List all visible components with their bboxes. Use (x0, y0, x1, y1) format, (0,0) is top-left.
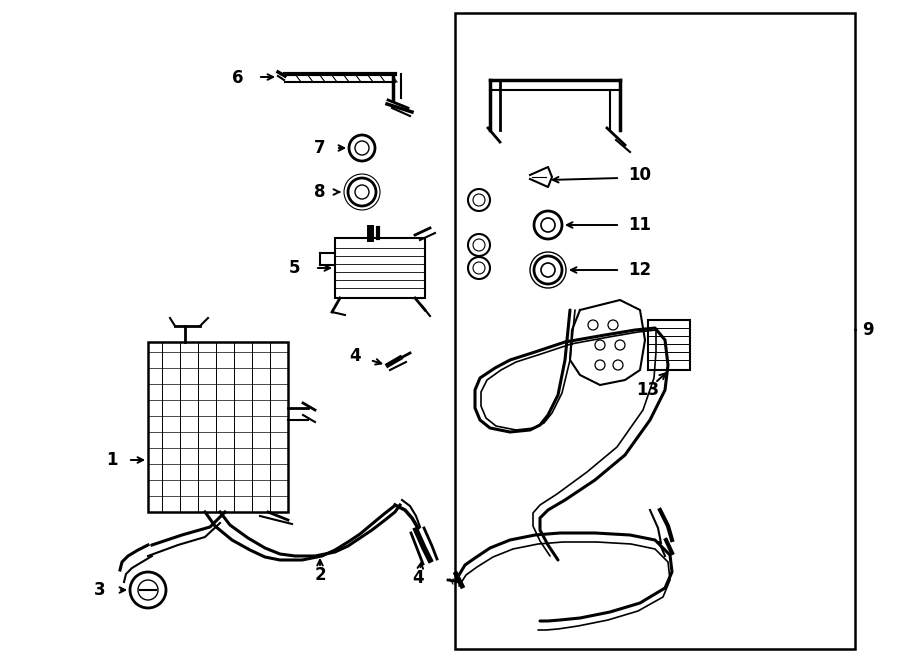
Text: 13: 13 (636, 381, 660, 399)
Circle shape (468, 189, 490, 211)
Text: 10: 10 (628, 166, 651, 184)
Text: 1: 1 (106, 451, 118, 469)
Circle shape (349, 135, 375, 161)
Text: 7: 7 (314, 139, 326, 157)
Text: 12: 12 (628, 261, 651, 279)
Bar (648, 320, 690, 370)
Circle shape (130, 572, 166, 608)
Text: 6: 6 (232, 69, 244, 87)
Text: 9: 9 (862, 321, 874, 339)
Circle shape (534, 256, 562, 284)
Circle shape (468, 257, 490, 279)
Text: 3: 3 (94, 581, 106, 599)
Text: 5: 5 (289, 259, 301, 277)
Text: 8: 8 (314, 183, 326, 201)
Text: 4: 4 (412, 569, 424, 587)
Circle shape (468, 234, 490, 256)
Text: 2: 2 (314, 566, 326, 584)
Bar (455, 13, 855, 649)
Polygon shape (570, 300, 645, 385)
Text: 11: 11 (628, 216, 651, 234)
Circle shape (534, 211, 562, 239)
Text: 4: 4 (349, 347, 361, 365)
Circle shape (348, 178, 376, 206)
Bar (335, 238, 425, 298)
Bar (148, 342, 288, 512)
